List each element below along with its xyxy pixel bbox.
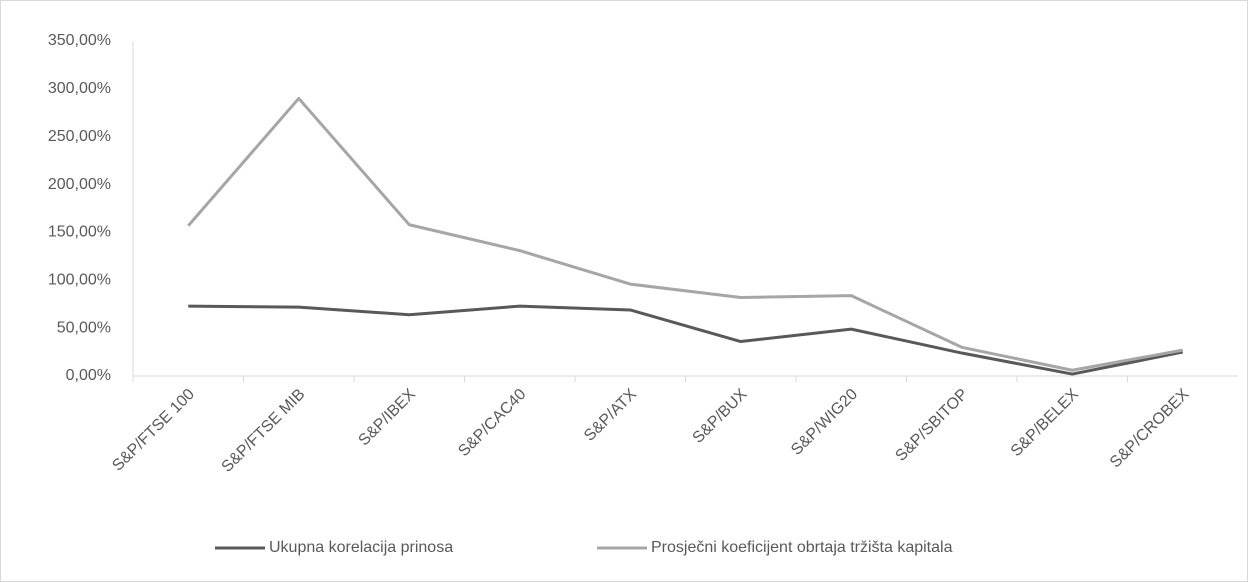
y-tick-label: 300,00% <box>48 80 111 97</box>
series-line <box>188 304 1184 376</box>
series-line <box>187 96 1184 372</box>
y-tick-label: 350,00% <box>48 32 111 49</box>
legend-label: Ukupna korelacija prinosa <box>269 539 453 556</box>
legend-label: Prosječni koeficijent obrtaja tržišta ka… <box>651 539 953 556</box>
y-tick-label: 250,00% <box>48 128 111 145</box>
y-tick-label: 0,00% <box>66 367 111 384</box>
y-tick-label: 200,00% <box>48 176 111 193</box>
y-tick-label: 100,00% <box>48 272 111 289</box>
y-tick-label: 50,00% <box>57 319 111 336</box>
y-tick-label: 150,00% <box>48 224 111 241</box>
